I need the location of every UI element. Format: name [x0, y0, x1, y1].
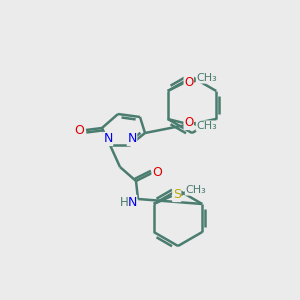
Text: O: O [74, 124, 84, 136]
Text: CH₃: CH₃ [196, 73, 217, 83]
Text: O: O [184, 76, 194, 88]
Text: S: S [173, 188, 181, 202]
Text: CH₃: CH₃ [196, 121, 217, 131]
Text: N: N [103, 133, 113, 146]
Text: H: H [120, 196, 128, 208]
Text: N: N [127, 196, 137, 208]
Text: N: N [127, 133, 137, 146]
Text: O: O [152, 167, 162, 179]
Text: O: O [184, 116, 194, 130]
Text: CH₃: CH₃ [185, 185, 206, 195]
